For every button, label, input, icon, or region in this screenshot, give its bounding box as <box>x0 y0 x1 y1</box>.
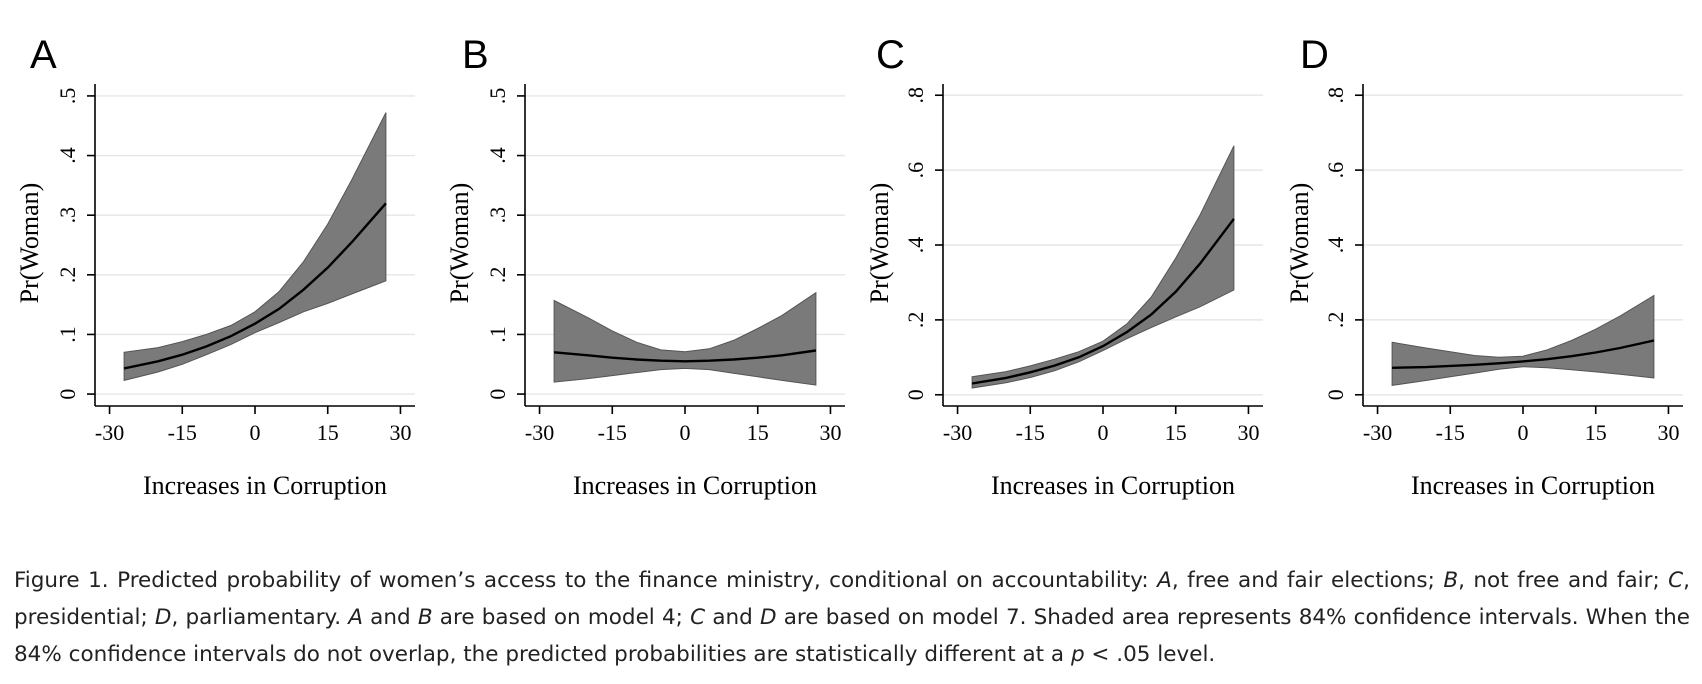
chart-panel-d: D 0 .2 .4 .6 .8 -30 -15 0 15 30 Increases in Corrup… <box>1285 33 1683 500</box>
predicted-probability-line <box>123 202 387 370</box>
x-axis-title: Increases in Corruption <box>573 471 817 500</box>
chart-panel-c: C 0 .2 .4 .6 .8 -30 -15 0 15 30 Increases in Corrup… <box>865 33 1263 500</box>
y-tick-label: .2 <box>485 267 510 284</box>
panel-letter: D <box>1300 33 1329 77</box>
x-tick-label: -30 <box>525 420 554 445</box>
x-tick-label: -15 <box>598 420 627 445</box>
caption-ref-a: A <box>1157 568 1172 593</box>
x-tick-label: 30 <box>1237 420 1259 445</box>
x-tick-label: 30 <box>819 420 841 445</box>
x-tick-label: 0 <box>250 420 261 445</box>
x-axis-title: Increases in Corruption <box>991 471 1235 500</box>
y-tick-label: .2 <box>903 312 928 329</box>
x-tick-label: 30 <box>389 420 411 445</box>
x-tick-label: -30 <box>943 420 972 445</box>
confidence-band <box>1391 294 1655 386</box>
y-axis-title: Pr(Woman) <box>445 183 474 304</box>
predicted-probability-line <box>553 349 817 363</box>
x-tick-label: -30 <box>1363 420 1392 445</box>
confidence-band <box>553 291 817 386</box>
y-tick-label: 0 <box>903 389 928 400</box>
x-tick-label: 15 <box>747 420 769 445</box>
y-tick-label: .5 <box>485 88 510 105</box>
x-tick-label: 15 <box>1165 420 1187 445</box>
y-tick-label: .8 <box>1323 87 1348 104</box>
predicted-probability-line <box>1392 339 1655 369</box>
y-axis-title: Pr(Woman) <box>1285 183 1314 304</box>
x-tick-label: 0 <box>1098 420 1109 445</box>
x-tick-label: -30 <box>95 420 124 445</box>
confidence-band <box>971 145 1235 389</box>
x-tick-label: 15 <box>317 420 339 445</box>
caption-p-symbol: p <box>1070 642 1085 667</box>
caption-text: , not free and fair; <box>1458 568 1669 593</box>
x-tick-label: -15 <box>1436 420 1465 445</box>
caption-ref-b: B <box>417 605 433 630</box>
caption-text: < .05 level. <box>1084 642 1216 667</box>
panel-letter: B <box>462 33 489 77</box>
x-tick-label: 30 <box>1657 420 1679 445</box>
panel-letter: C <box>876 33 905 77</box>
chart-panel-b: B 0 .1 .2 .3 .4 .5 -30 -15 0 15 30 Increases in Corr… <box>445 33 845 500</box>
y-tick-label: .6 <box>1323 162 1348 179</box>
y-tick-label: .5 <box>55 88 80 105</box>
x-tick-label: -15 <box>1016 420 1045 445</box>
y-tick-label: 0 <box>55 389 80 400</box>
caption-ref-c: C <box>690 605 706 630</box>
y-tick-label: 0 <box>485 389 510 400</box>
caption-text: and <box>705 605 760 630</box>
caption-ref-a: A <box>348 605 363 630</box>
y-tick-label: .2 <box>1323 312 1348 329</box>
y-tick-label: .1 <box>55 326 80 343</box>
y-tick-label: .4 <box>903 237 928 254</box>
y-tick-label: .3 <box>55 207 80 224</box>
caption-ref-c: C <box>1668 568 1684 593</box>
y-tick-label: .6 <box>903 162 928 179</box>
predicted-probability-line <box>971 218 1235 385</box>
y-tick-label: .8 <box>903 87 928 104</box>
figure-panels: A 0 .1 .2 .3 .4 .5 -30 -15 0 15 30 Increases in Corr… <box>15 33 1683 500</box>
y-tick-label: .2 <box>55 267 80 284</box>
panel-letter: A <box>30 33 57 77</box>
caption-text: , parliamentary. <box>171 605 349 630</box>
y-tick-label: .4 <box>485 147 510 164</box>
chart-panel-a: A 0 .1 .2 .3 .4 .5 -30 -15 0 15 30 Increases in Corr… <box>15 33 415 500</box>
y-tick-label: .1 <box>485 326 510 343</box>
y-axis-title: Pr(Woman) <box>865 183 894 304</box>
x-tick-label: 15 <box>1585 420 1607 445</box>
y-tick-label: .4 <box>1323 237 1348 254</box>
caption-ref-d: D <box>154 605 172 630</box>
caption-text: and <box>362 605 418 630</box>
caption-text: are based on model 4; <box>432 605 691 630</box>
caption-text: Figure 1. Predicted probability of women… <box>14 568 1158 593</box>
x-axis-title: Increases in Corruption <box>1411 471 1655 500</box>
y-tick-label: 0 <box>1323 389 1348 400</box>
y-tick-label: .3 <box>485 207 510 224</box>
caption-text: are based on model 7. Shaded area repres… <box>14 605 1691 667</box>
x-axis-title: Increases in Corruption <box>143 471 387 500</box>
y-axis-title: Pr(Woman) <box>15 183 44 304</box>
x-tick-label: 0 <box>1518 420 1529 445</box>
caption-ref-d: D <box>759 605 777 630</box>
x-tick-label: -15 <box>168 420 197 445</box>
caption-text: , free and fair elections; <box>1171 568 1444 593</box>
figure-caption: Figure 1. Predicted probability of women… <box>14 562 1690 673</box>
confidence-band <box>123 112 387 382</box>
caption-ref-b: B <box>1443 568 1459 593</box>
caption-text: , presidential; <box>14 568 1691 630</box>
y-tick-label: .4 <box>55 147 80 164</box>
x-tick-label: 0 <box>680 420 691 445</box>
